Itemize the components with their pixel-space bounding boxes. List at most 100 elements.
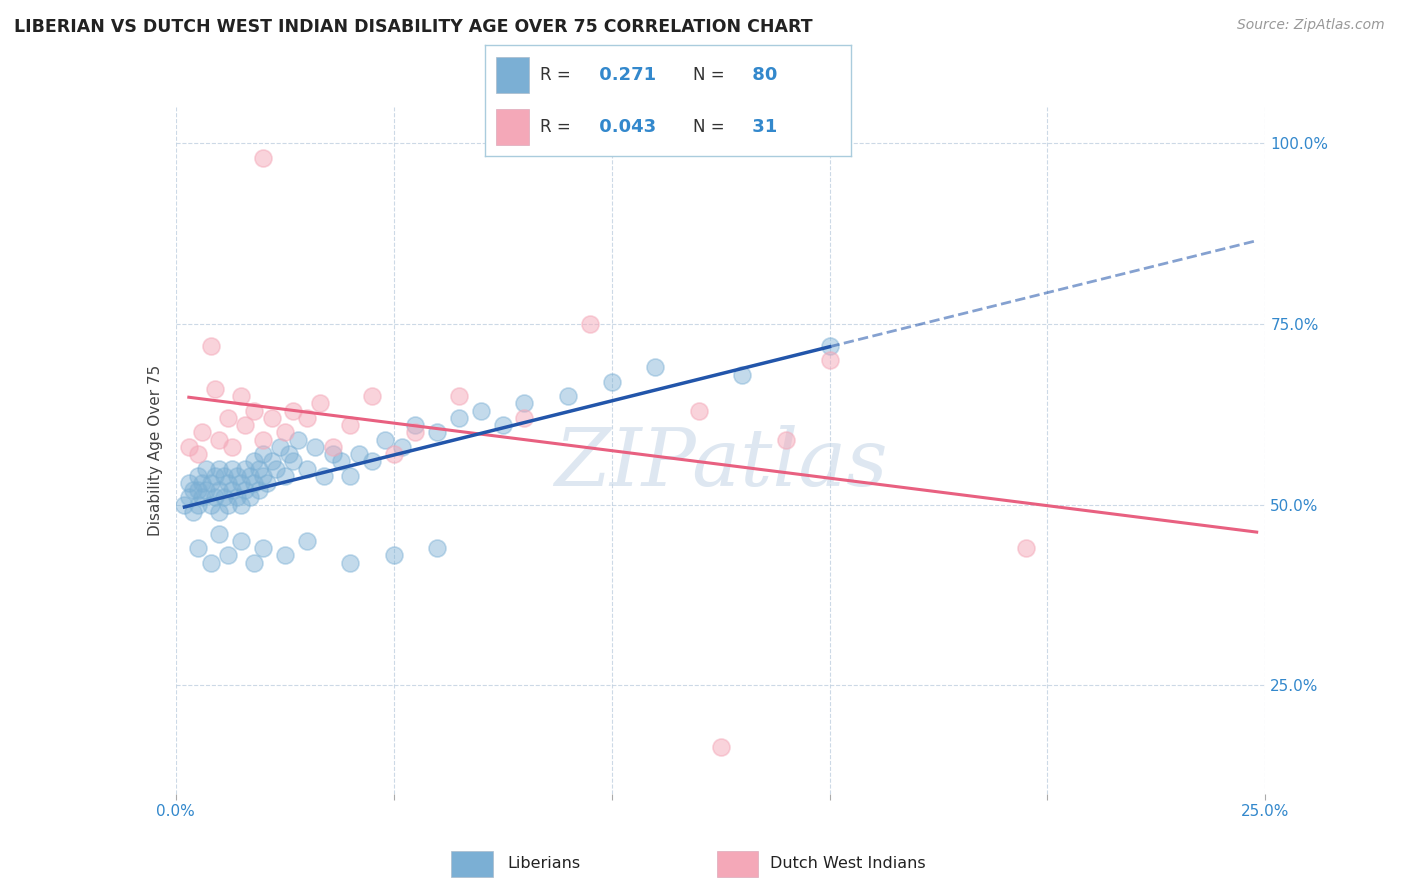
Point <box>243 454 266 468</box>
Point <box>322 447 344 461</box>
Point <box>217 498 239 512</box>
Point <box>200 556 222 570</box>
FancyBboxPatch shape <box>496 57 529 93</box>
Point <box>181 483 204 498</box>
Point <box>688 403 710 417</box>
Point <box>818 338 841 352</box>
Point <box>217 475 239 490</box>
Text: LIBERIAN VS DUTCH WEST INDIAN DISABILITY AGE OVER 75 CORRELATION CHART: LIBERIAN VS DUTCH WEST INDIAN DISABILITY… <box>14 18 813 36</box>
Text: Source: ZipAtlas.com: Source: ZipAtlas.com <box>1237 18 1385 32</box>
Point <box>181 505 204 519</box>
Point <box>492 418 515 433</box>
Point <box>208 433 231 447</box>
Point <box>1015 541 1038 555</box>
Point <box>579 317 602 331</box>
Point <box>322 440 344 454</box>
Point <box>231 475 253 490</box>
Point <box>208 483 231 498</box>
Text: 31: 31 <box>747 118 778 136</box>
Point <box>204 382 226 396</box>
Point <box>247 483 270 498</box>
Point <box>775 433 797 447</box>
Point <box>235 483 257 498</box>
Point <box>247 461 270 475</box>
Point <box>231 389 253 403</box>
Point <box>243 556 266 570</box>
Text: Dutch West Indians: Dutch West Indians <box>770 855 925 871</box>
Point <box>186 447 209 461</box>
Point <box>204 491 226 505</box>
Point <box>195 483 218 498</box>
Point <box>225 491 247 505</box>
Point <box>239 468 262 483</box>
Text: N =: N = <box>693 118 725 136</box>
Point <box>260 411 283 425</box>
Point <box>235 418 257 433</box>
Point <box>283 403 305 417</box>
Point <box>191 425 214 440</box>
Text: ZIPatlas: ZIPatlas <box>554 425 887 503</box>
Point <box>235 461 257 475</box>
Point <box>274 425 297 440</box>
Point <box>221 440 243 454</box>
Point <box>283 454 305 468</box>
Point <box>426 425 449 440</box>
Point <box>382 447 405 461</box>
Point <box>295 461 318 475</box>
Point <box>405 418 427 433</box>
Point <box>208 505 231 519</box>
Point <box>339 556 361 570</box>
Point <box>557 389 579 403</box>
Point <box>339 418 361 433</box>
FancyBboxPatch shape <box>451 851 492 877</box>
Point <box>212 468 235 483</box>
Point <box>513 411 536 425</box>
Point <box>295 411 318 425</box>
Point <box>191 475 214 490</box>
Point <box>360 389 382 403</box>
Point <box>278 447 301 461</box>
Point <box>287 433 309 447</box>
Point <box>217 411 239 425</box>
Point <box>710 739 733 754</box>
Point <box>312 468 335 483</box>
Text: Liberians: Liberians <box>508 855 581 871</box>
Point <box>252 468 274 483</box>
Point <box>269 440 291 454</box>
FancyBboxPatch shape <box>496 109 529 145</box>
Point <box>644 360 666 375</box>
Point <box>818 353 841 368</box>
Point <box>186 483 209 498</box>
Point <box>274 549 297 563</box>
Point <box>212 491 235 505</box>
Point <box>186 541 209 555</box>
Point <box>600 375 623 389</box>
Point <box>274 468 297 483</box>
Point <box>426 541 449 555</box>
Text: R =: R = <box>540 118 571 136</box>
Point <box>186 468 209 483</box>
Point <box>252 151 274 165</box>
Y-axis label: Disability Age Over 75: Disability Age Over 75 <box>148 365 163 536</box>
Point <box>252 447 274 461</box>
Point <box>260 454 283 468</box>
Text: R =: R = <box>540 66 571 84</box>
FancyBboxPatch shape <box>717 851 758 877</box>
Point <box>200 475 222 490</box>
Point <box>391 440 413 454</box>
Point <box>177 491 200 505</box>
Text: 80: 80 <box>747 66 778 84</box>
Point <box>208 461 231 475</box>
Point <box>252 541 274 555</box>
Text: 0.043: 0.043 <box>593 118 657 136</box>
Point <box>221 483 243 498</box>
Point <box>239 491 262 505</box>
Text: N =: N = <box>693 66 725 84</box>
Point <box>177 440 200 454</box>
Point <box>231 498 253 512</box>
Point <box>173 498 195 512</box>
Point <box>225 468 247 483</box>
Point <box>252 433 274 447</box>
Point <box>200 338 222 352</box>
Point <box>330 454 353 468</box>
